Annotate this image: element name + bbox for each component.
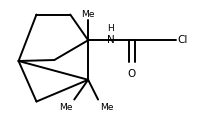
Text: Me: Me <box>59 103 72 112</box>
Text: Me: Me <box>81 10 95 19</box>
Text: O: O <box>128 69 136 79</box>
Text: H: H <box>108 24 114 33</box>
Text: Cl: Cl <box>178 35 188 45</box>
Text: N: N <box>107 35 115 45</box>
Text: Me: Me <box>100 103 114 112</box>
